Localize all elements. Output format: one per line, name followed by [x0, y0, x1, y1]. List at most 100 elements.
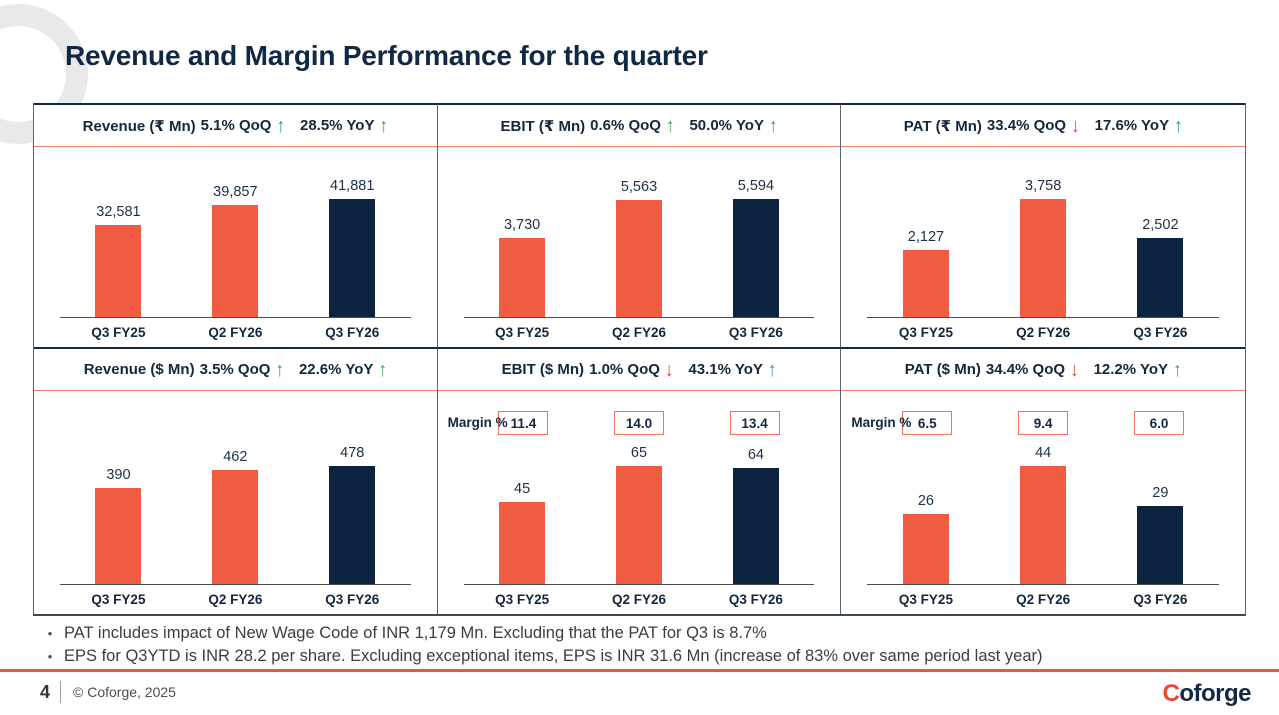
bar-column: 41,881 [294, 178, 411, 317]
bar [329, 466, 376, 584]
chart-panel: EBIT (₹ Mn) 0.6% QoQ ↑ 50.0% YoY ↑ 3,730… [437, 103, 842, 347]
qoq-change: 1.0% QoQ [589, 361, 660, 378]
chart-title: Revenue (₹ Mn) [82, 117, 196, 135]
bar-column: 44 [985, 445, 1102, 584]
bar [95, 488, 142, 584]
bar [95, 225, 142, 317]
yoy-change: 17.6% YoY [1094, 117, 1170, 134]
bar [615, 200, 662, 317]
bar [1020, 199, 1067, 317]
category-axis: Q3 FY25 Q2 FY26 Q3 FY26 [463, 584, 815, 614]
yoy-arrow-icon: ↑ [378, 358, 387, 381]
bar [732, 199, 779, 317]
chart-panel: Revenue ($ Mn) 3.5% QoQ ↑ 22.6% YoY ↑ 39… [34, 347, 438, 614]
logo-letter-c: C [1162, 680, 1180, 707]
margin-cells: 6.5 9.4 6.0 [869, 411, 1217, 437]
chart-header: PAT (₹ Mn) 33.4% QoQ ↓ 17.6% YoY ↑ [841, 105, 1245, 147]
category-label: Q3 FY25 [495, 325, 550, 340]
note-item: • EPS for Q3YTD is INR 28.2 per share. E… [36, 645, 1246, 668]
chart-title: PAT (₹ Mn) [903, 117, 982, 135]
margin-row: Margin % 11.4 14.0 13.4 [438, 411, 841, 437]
category-label: Q2 FY26 [208, 325, 263, 340]
qoq-change: 3.5% QoQ [199, 361, 271, 378]
margin-cell: 14.0 [581, 411, 697, 437]
bar-value-label: 3,730 [503, 217, 541, 233]
qoq-arrow-icon: ↑ [665, 114, 675, 137]
bar [615, 466, 662, 584]
chart-panel: Revenue (₹ Mn) 5.1% QoQ ↑ 28.5% YoY ↑ 32… [34, 103, 438, 347]
category-axis: Q3 FY25 Q2 FY26 Q3 FY26 [60, 317, 411, 347]
category-label: Q3 FY25 [91, 325, 146, 340]
chart-header: Revenue (₹ Mn) 5.1% QoQ ↑ 28.5% YoY ↑ [34, 105, 437, 147]
category-label: Q3 FY26 [325, 325, 380, 340]
bar-chart: 32,581 39,857 41,881 Q3 FY25 Q2 FY26 Q3 … [34, 147, 437, 347]
bar-column: 64 [697, 447, 814, 584]
margin-value-box: 6.5 [902, 411, 953, 435]
bar [902, 250, 949, 317]
bar [329, 199, 376, 317]
margin-value-box: 14.0 [614, 411, 664, 435]
margin-value-box: 6.0 [1134, 411, 1185, 435]
margin-row: Margin % 6.5 9.4 6.0 [841, 411, 1245, 437]
category-label: Q2 FY26 [611, 592, 666, 607]
bar-column: 462 [177, 449, 294, 584]
bar-value-label: 3,758 [1025, 178, 1062, 194]
category-label: Q2 FY26 [611, 325, 666, 340]
bar-column: 26 [867, 493, 984, 584]
bar-chart: 2,127 3,758 2,502 Q3 FY25 Q2 FY26 Q3 FY2… [841, 147, 1245, 347]
bar-chart: 26 44 29 Q3 FY25 Q2 FY26 Q3 FY26 [841, 437, 1245, 614]
bar-value-label: 64 [747, 447, 764, 463]
yoy-arrow-icon: ↑ [768, 114, 778, 137]
category-label: Q2 FY26 [1016, 325, 1071, 340]
category-label: Q3 FY26 [1133, 325, 1188, 340]
margin-cells: 11.4 14.0 13.4 [466, 411, 813, 437]
bar-value-label: 44 [1035, 445, 1052, 461]
bar-column: 32,581 [60, 204, 177, 317]
margin-value-box: 11.4 [498, 411, 549, 435]
logo-rest: oforge [1179, 680, 1251, 707]
bar-value-label: 5,594 [737, 178, 775, 194]
bar-column: 2,502 [1102, 217, 1219, 317]
bar-chart: 3,730 5,563 5,594 Q3 FY25 Q2 FY26 Q3 FY2… [438, 147, 841, 347]
bar-chart: 390 462 478 Q3 FY25 Q2 FY26 Q3 FY26 [34, 391, 437, 614]
bar-value-label: 2,502 [1142, 217, 1179, 233]
category-label: Q3 FY25 [898, 325, 953, 340]
margin-value-box: 9.4 [1018, 411, 1069, 435]
bar-chart: 45 65 64 Q3 FY25 Q2 FY26 Q3 FY26 [438, 437, 841, 614]
bar-column: 45 [464, 481, 581, 584]
yoy-arrow-icon: ↑ [1173, 358, 1182, 381]
notes-list: • PAT includes impact of New Wage Code o… [36, 622, 1246, 668]
qoq-change: 34.4% QoQ [985, 361, 1066, 378]
category-label: Q2 FY26 [1016, 592, 1071, 607]
margin-cell: 6.0 [1101, 411, 1217, 437]
chart-header: PAT ($ Mn) 34.4% QoQ ↓ 12.2% YoY ↑ [841, 349, 1245, 391]
bar-value-label: 29 [1152, 485, 1169, 501]
bar [212, 470, 259, 584]
bars-area: 2,127 3,758 2,502 [867, 147, 1219, 317]
bar-value-label: 65 [630, 445, 648, 461]
bar-value-label: 390 [106, 467, 131, 483]
bar [732, 468, 779, 584]
yoy-change: 43.1% YoY [688, 361, 763, 378]
bar [499, 502, 546, 584]
bar [902, 514, 949, 584]
qoq-arrow-icon: ↑ [276, 114, 285, 137]
bar [1020, 466, 1067, 584]
bar-column: 5,563 [581, 179, 698, 317]
category-label: Q3 FY26 [325, 592, 380, 607]
category-axis: Q3 FY25 Q2 FY26 Q3 FY26 [463, 317, 815, 347]
copyright-text: © Coforge, 2025 [73, 684, 176, 700]
bar-value-label: 45 [514, 481, 531, 497]
bars-area: 26 44 29 [867, 437, 1219, 584]
qoq-change: 5.1% QoQ [200, 117, 272, 134]
chart-panel: EBIT ($ Mn) 1.0% QoQ ↓ 43.1% YoY ↑ Margi… [437, 347, 842, 614]
page-number: 4 [40, 681, 51, 702]
category-axis: Q3 FY25 Q2 FY26 Q3 FY26 [60, 584, 411, 614]
chart-title: EBIT (₹ Mn) [500, 117, 586, 135]
qoq-change: 33.4% QoQ [986, 117, 1067, 134]
category-label: Q3 FY25 [91, 592, 146, 607]
chart-title: Revenue ($ Mn) [83, 361, 195, 378]
bullet-icon: • [47, 626, 53, 641]
note-item: • PAT includes impact of New Wage Code o… [36, 622, 1246, 645]
margin-value-box: 13.4 [729, 411, 780, 435]
